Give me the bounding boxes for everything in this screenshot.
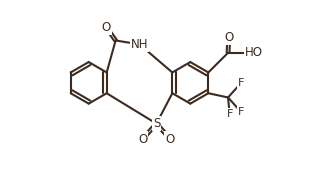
Text: NH: NH xyxy=(131,38,148,51)
Text: O: O xyxy=(224,31,233,44)
Text: O: O xyxy=(166,133,175,145)
Text: S: S xyxy=(153,117,160,130)
Text: F: F xyxy=(238,107,244,117)
Text: O: O xyxy=(102,21,111,34)
Text: F: F xyxy=(226,109,233,119)
Text: O: O xyxy=(138,133,147,145)
Text: F: F xyxy=(238,78,244,88)
Text: HO: HO xyxy=(245,46,263,59)
